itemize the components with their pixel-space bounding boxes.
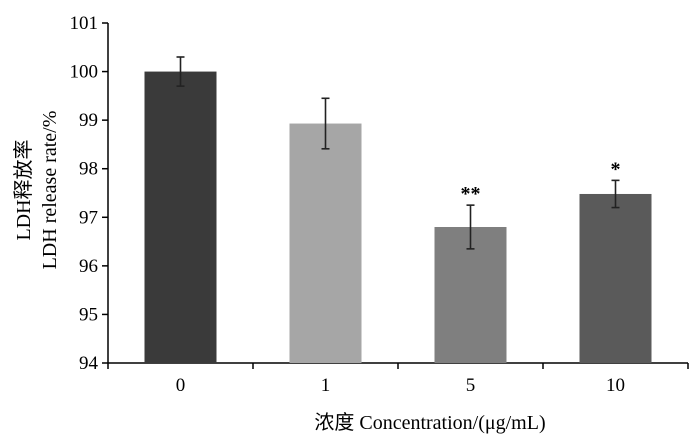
y-tick-label: 101 xyxy=(70,13,99,34)
y-axis-title-line2: LDH release rate/% xyxy=(39,111,61,270)
x-tick-label: 1 xyxy=(321,375,331,396)
bar xyxy=(289,123,362,364)
significance-label: ** xyxy=(461,183,481,205)
y-axis-title-line1: LDH释放率 xyxy=(12,139,35,240)
y-tick-label: 100 xyxy=(70,62,99,83)
y-tick-label: 97 xyxy=(79,207,98,228)
bar xyxy=(579,193,652,363)
y-tick-label: 95 xyxy=(79,304,98,325)
significance-label: * xyxy=(611,158,621,180)
x-axis-title: 浓度 Concentration/(μg/mL) xyxy=(314,411,545,434)
y-tick-label: 98 xyxy=(79,159,98,180)
x-tick-label: 10 xyxy=(606,375,625,396)
x-tick-label: 5 xyxy=(466,375,476,396)
bar xyxy=(434,227,507,363)
x-tick-label: 0 xyxy=(176,375,186,396)
bar xyxy=(144,71,217,364)
y-tick-label: 96 xyxy=(79,256,98,277)
y-axis-title: LDH释放率 LDH release rate/% xyxy=(12,111,61,270)
y-tick-label: 99 xyxy=(79,110,98,131)
y-tick-label: 94 xyxy=(79,353,99,374)
